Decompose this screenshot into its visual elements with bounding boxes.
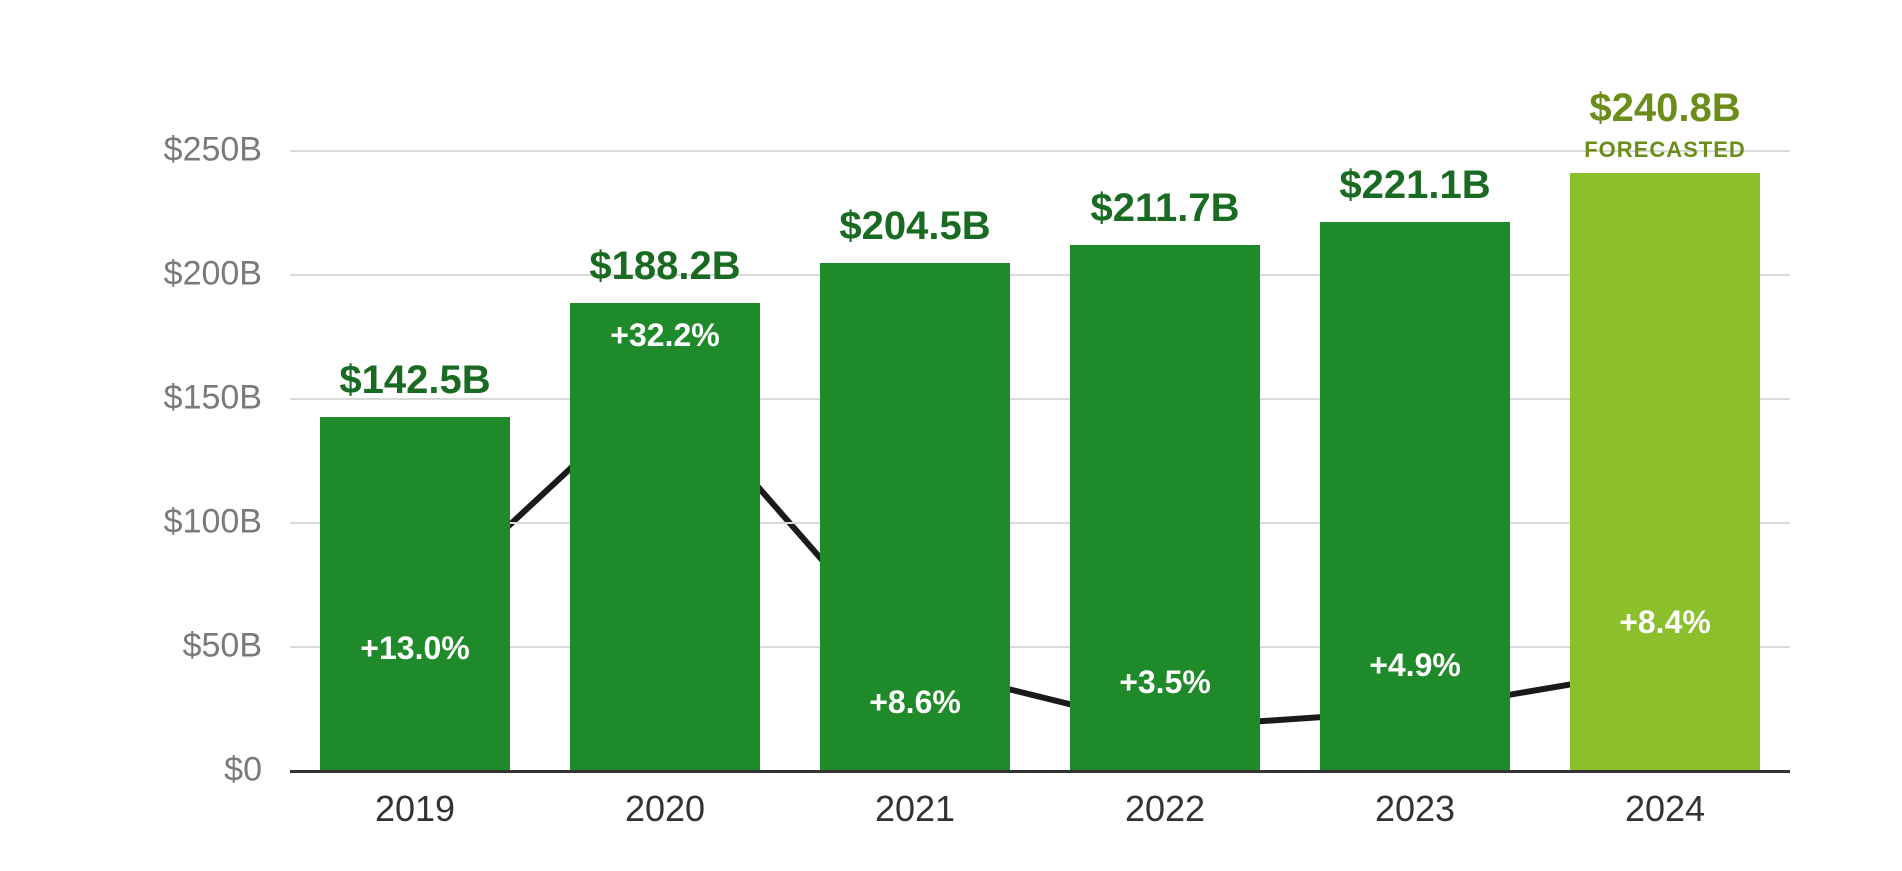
growth-line bbox=[290, 150, 1790, 770]
growth-label: +32.2% bbox=[610, 317, 719, 354]
x-tick-label: 2021 bbox=[875, 788, 955, 830]
bar-2023 bbox=[1320, 222, 1510, 770]
y-tick-label: $50B bbox=[0, 627, 262, 666]
bar-2020 bbox=[570, 303, 760, 770]
revenue-bar-line-chart: $0 $50B $100B $150B $200B $250B $142.5B $188.2… bbox=[0, 0, 1902, 871]
y-tick-label: $250B bbox=[0, 131, 262, 170]
gridline bbox=[290, 274, 1790, 276]
x-tick-label: 2020 bbox=[625, 788, 705, 830]
x-tick-label: 2024 bbox=[1625, 788, 1705, 830]
gridline bbox=[290, 770, 1790, 773]
x-tick-label: 2023 bbox=[1375, 788, 1455, 830]
bar-value-label: $204.5B bbox=[839, 204, 990, 249]
plot-area: $142.5B$188.2B$204.5B$211.7B$221.1B$240.… bbox=[290, 150, 1790, 770]
gridline bbox=[290, 646, 1790, 648]
growth-label: +4.9% bbox=[1369, 647, 1461, 684]
y-tick-label: $150B bbox=[0, 379, 262, 418]
bar-value-label: $142.5B bbox=[339, 358, 490, 403]
bar-value-label: $221.1B bbox=[1339, 163, 1490, 208]
bar-value-label: $188.2B bbox=[589, 244, 740, 289]
bar-subtext: FORECASTED bbox=[1584, 137, 1746, 163]
growth-label: +8.6% bbox=[869, 684, 961, 721]
bar-2019 bbox=[320, 417, 510, 770]
gridline bbox=[290, 522, 1790, 524]
bar-value-label: $211.7B bbox=[1090, 186, 1239, 231]
growth-label: +13.0% bbox=[360, 630, 469, 667]
x-tick-label: 2022 bbox=[1125, 788, 1205, 830]
bar-value-label: $240.8B bbox=[1589, 86, 1740, 131]
y-tick-label: $200B bbox=[0, 255, 262, 294]
bar-2024 bbox=[1570, 173, 1760, 770]
y-tick-label: $0 bbox=[0, 751, 262, 790]
x-tick-label: 2019 bbox=[375, 788, 455, 830]
gridline bbox=[290, 398, 1790, 400]
growth-label: +3.5% bbox=[1119, 664, 1211, 701]
gridline bbox=[290, 150, 1790, 152]
growth-label: +8.4% bbox=[1619, 604, 1711, 641]
y-tick-label: $100B bbox=[0, 503, 262, 542]
